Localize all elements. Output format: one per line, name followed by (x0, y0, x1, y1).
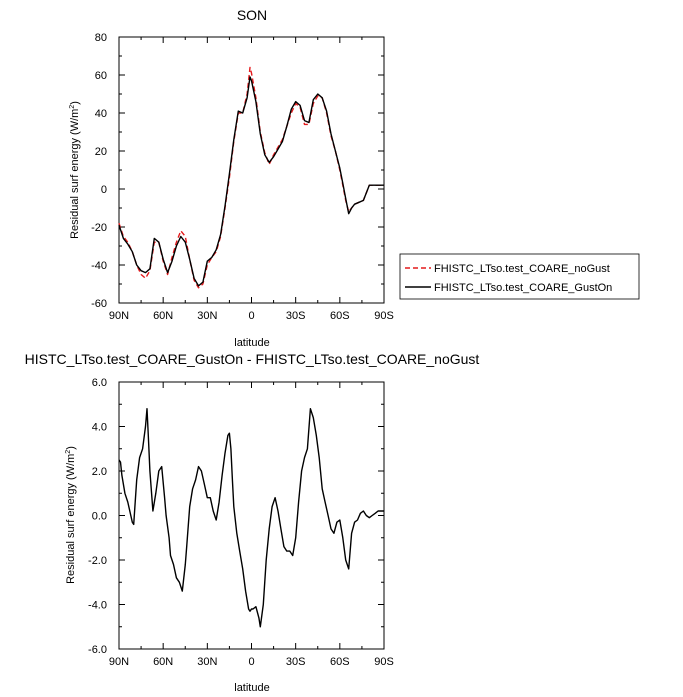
top-series-line-1 (118, 76, 384, 287)
bottom-y-tick-label: 4.0 (92, 422, 107, 434)
top-series-group (118, 66, 384, 289)
top-x-tick-label: 0 (248, 310, 254, 322)
top-series-line-0 (118, 66, 384, 289)
bottom-chart-title: HISTC_LTso.test_COARE_GustOn - FHISTC_LT… (25, 351, 480, 367)
bottom-x-tick-label: 90N (109, 656, 129, 668)
top-y-tick-label: 20 (95, 146, 107, 158)
bottom-y-tick-label: 6.0 (92, 377, 107, 389)
bottom-y-axis-label-sup: 2 (65, 450, 72, 454)
top-x-tick-label: 60N (153, 310, 173, 322)
top-y-tick-label: -20 (91, 222, 107, 234)
top-y-tick-label: 60 (95, 70, 107, 82)
top-chart: SON 90N 60N 30N 0 30S 60S 90S -60 -40 -20 0 20 40 60 8… (69, 7, 394, 349)
top-x-tick-label: 30S (286, 310, 306, 322)
legend-label-nogust: FHISTC_LTso.test_COARE_noGust (434, 263, 610, 275)
bottom-chart: HISTC_LTso.test_COARE_GustOn - FHISTC_LT… (25, 351, 480, 694)
top-x-tick-label: 30N (197, 310, 217, 322)
bottom-axis-ticks: 90N 60N 30N 0 30S 60S 90S -6.0 -4.0 -2.0 0.0 2.0 4.0… (88, 377, 394, 668)
bottom-x-axis-label: latitude (234, 682, 269, 694)
bottom-y-tick-label: 0.0 (92, 511, 107, 523)
top-axis-ticks: 90N 60N 30N 0 30S 60S 90S -60 -40 -20 0 20 40 60 80 (91, 32, 394, 322)
bottom-series-line-0 (118, 408, 384, 628)
top-y-tick-label: -60 (91, 298, 107, 310)
bottom-y-tick-label: -2.0 (88, 555, 107, 567)
bottom-series-group (118, 408, 384, 628)
top-x-tick-label: 60S (330, 310, 350, 322)
bottom-y-axis-label-main: Residual surf energy (W/m (65, 454, 77, 584)
bottom-y-tick-label: -4.0 (88, 600, 107, 612)
top-y-axis-label-sup: 2 (69, 105, 76, 109)
top-x-tick-label: 90S (374, 310, 394, 322)
top-x-tick-label: 90N (109, 310, 129, 322)
top-y-axis-label: Residual surf energy (W/m2) (69, 101, 81, 239)
bottom-x-tick-label: 30S (286, 656, 306, 668)
bottom-x-tick-label: 60S (330, 656, 350, 668)
bottom-y-axis-label-tail: ) (65, 446, 77, 450)
top-y-tick-label: 40 (95, 108, 107, 120)
bottom-x-tick-label: 60N (153, 656, 173, 668)
bottom-x-tick-label: 90S (374, 656, 394, 668)
top-y-axis-label-main: Residual surf energy (W/m (69, 109, 81, 239)
top-y-axis-label-tail: ) (69, 101, 81, 105)
top-y-tick-label: 0 (101, 184, 107, 196)
bottom-x-tick-label: 0 (248, 656, 254, 668)
top-x-axis-label: latitude (234, 337, 269, 349)
bottom-y-tick-label: -6.0 (88, 644, 107, 656)
legend-box (399, 253, 640, 300)
bottom-x-tick-label: 30N (197, 656, 217, 668)
top-y-tick-label: -40 (91, 260, 107, 272)
legend-label-guston: FHISTC_LTso.test_COARE_GustOn (434, 282, 612, 294)
top-y-tick-label: 80 (95, 32, 107, 44)
legend: FHISTC_LTso.test_COARE_noGust FHISTC_LTs… (399, 253, 640, 300)
bottom-y-axis-label: Residual surf energy (W/m2) (65, 446, 77, 584)
bottom-y-tick-label: 2.0 (92, 466, 107, 478)
top-chart-title: SON (237, 7, 267, 23)
top-plot-frame (118, 36, 385, 304)
